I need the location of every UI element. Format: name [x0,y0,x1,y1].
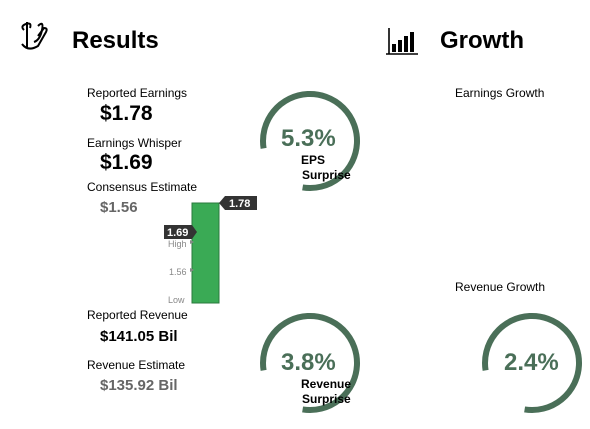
revenue-growth-value: 2.4% [504,349,559,376]
revenue-growth-label: Revenue Growth [455,280,546,294]
revenue-surprise-label-2: Surprise [302,392,351,406]
whisper-tag: 1.69 [167,227,188,239]
tick-low: Low [168,295,185,305]
reported-earnings-value: $1.78 [100,102,153,125]
revenue-surprise-label-1: Revenue [301,377,352,391]
tick-mid: 1.56 [169,267,187,277]
eps-bar [191,202,220,304]
reported-earnings-label: Reported Earnings [87,86,188,100]
reported-tag-bg [219,196,257,210]
tick-markers [190,240,194,272]
earnings-growth-label: Earnings Growth [455,86,545,100]
whisper-value: $1.69 [100,151,153,174]
reported-revenue-value: $141.05 Bil [100,328,178,345]
eps-surprise-value: 5.3% [281,125,336,152]
consensus-value: $1.56 [100,199,138,216]
growth-title: Growth [440,27,524,54]
revenue-surprise-ring [260,313,360,413]
tick-high: High [168,239,187,249]
revenue-estimate-label: Revenue Estimate [87,358,186,372]
whisper-label: Earnings Whisper [87,136,182,150]
eps-surprise-label-1: EPS [301,153,326,167]
eps-surprise-label-2: Surprise [302,168,351,182]
reported-tag: 1.78 [229,198,250,210]
results-title: Results [72,27,159,54]
revenue-estimate-value: $135.92 Bil [100,377,178,394]
revenue-surprise-value: 3.8% [281,349,336,376]
eps-surprise-ring [260,91,360,191]
whisper-tag-bg [164,225,197,239]
reported-revenue-label: Reported Revenue [87,308,188,322]
revenue-growth-ring [482,313,582,413]
consensus-label: Consensus Estimate [87,180,198,194]
